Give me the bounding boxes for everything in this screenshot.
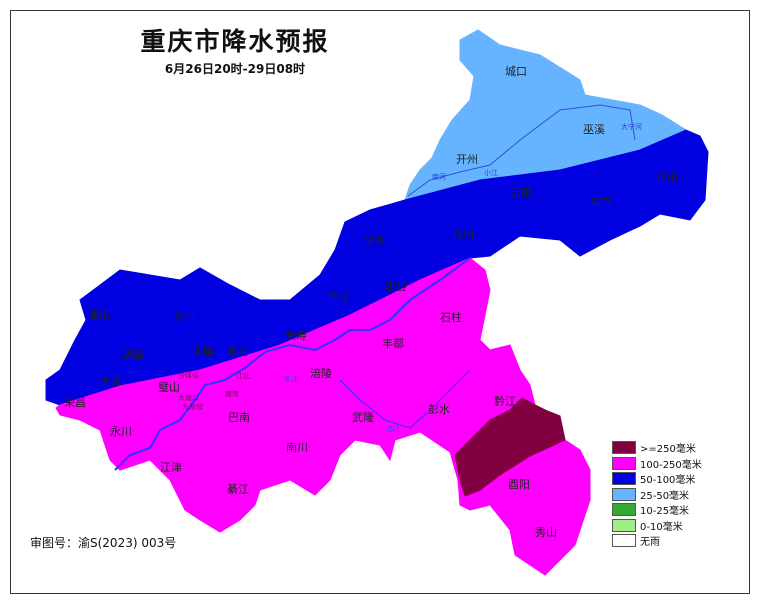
county-label: 城口 xyxy=(505,65,527,78)
river-yangtze xyxy=(114,257,471,471)
district-label: 九龙坡 xyxy=(182,402,203,411)
district-label: 江北 xyxy=(236,372,250,380)
legend-swatch xyxy=(612,503,636,517)
county-label: 南川 xyxy=(286,441,308,454)
county-label: 酉阳 xyxy=(508,478,530,491)
county-label: 武隆 xyxy=(352,410,374,424)
county-label: 梁平 xyxy=(364,233,386,247)
county-label: 石柱 xyxy=(440,310,462,324)
county-label: 潼南 xyxy=(88,308,110,322)
legend-label: 25-50毫米 xyxy=(640,490,690,502)
county-label: 巴南 xyxy=(228,411,250,424)
river-label: 南河 xyxy=(432,172,446,181)
legend-swatch xyxy=(612,472,636,486)
legend-item: 100-250毫米 xyxy=(612,456,702,472)
county-label: 渝北 xyxy=(226,344,248,358)
legend-swatch xyxy=(612,441,636,455)
county-label: 秀山 xyxy=(535,526,557,539)
county-label: 璧山 xyxy=(158,380,180,394)
legend-item: 10-25毫米 xyxy=(612,502,702,518)
legend-label: 50-100毫米 xyxy=(640,475,696,487)
county-label: 合川 xyxy=(173,310,195,324)
map-frame xyxy=(10,10,750,594)
legend-label: 无雨 xyxy=(640,537,660,549)
county-label: 荣昌 xyxy=(64,396,86,409)
district-label: 南岸 xyxy=(225,389,239,398)
county-label: 垫江 xyxy=(328,290,350,304)
county-label: 涪陵 xyxy=(310,366,332,380)
legend-label: >=250毫米 xyxy=(640,444,696,456)
county-label: 忠县 xyxy=(385,280,407,293)
county-label: 巫溪 xyxy=(583,123,605,136)
river-labels: 长江 乌江 南河 小江 大宁河 xyxy=(284,122,642,433)
county-label: 江津 xyxy=(160,461,182,474)
county-label: 开州 xyxy=(456,153,478,166)
audit-number: 审图号：渝S(2023) 003号 xyxy=(30,536,177,550)
river-label: 大宁河 xyxy=(621,122,642,131)
river-label: 小江 xyxy=(484,168,498,177)
legend-item: 50-100毫米 xyxy=(612,471,702,487)
legend-label: 10-25毫米 xyxy=(640,506,690,518)
zone-ge250 xyxy=(454,397,566,497)
county-label: 永川 xyxy=(110,424,132,438)
county-label: 黔江 xyxy=(494,394,516,408)
legend-swatch xyxy=(612,534,636,548)
county-label: 丰都 xyxy=(382,337,404,350)
county-label: 奉节 xyxy=(590,195,612,209)
map-title: 重庆市降水预报 xyxy=(140,27,330,56)
county-label: 綦江 xyxy=(227,483,249,496)
county-label: 大足 xyxy=(100,373,122,387)
river-label: 长江 xyxy=(284,374,298,383)
legend-item: 无雨 xyxy=(612,533,702,549)
district-label: 大渡口 xyxy=(178,393,199,402)
legend-item: >=250毫米 xyxy=(612,440,702,456)
legend-label: 100-250毫米 xyxy=(640,459,702,471)
legend-item: 25-50毫米 xyxy=(612,487,702,503)
river-wujiang xyxy=(339,369,471,429)
county-labels: 城口 巫溪 开州 巫山 云阳 奉节 梁平 万州 垫江 忠县 潼南 合川 铜梁 北… xyxy=(64,65,678,539)
river-label: 乌江 xyxy=(386,424,400,433)
county-label: 长寿 xyxy=(285,328,307,342)
district-labels: 沙坪坝 江北 南岸 大渡口 九龙坡 xyxy=(178,371,250,411)
map-subtitle: 6月26日20时-29日08时 xyxy=(164,62,306,76)
legend: >=250毫米 100-250毫米 50-100毫米 25-50毫米 10-25… xyxy=(612,440,702,549)
county-label: 巫山 xyxy=(656,171,678,184)
county-label: 铜梁 xyxy=(122,348,144,362)
legend-swatch xyxy=(612,456,636,470)
county-label: 彭水 xyxy=(428,402,450,416)
legend-item: 0-10毫米 xyxy=(612,518,702,534)
legend-label: 0-10毫米 xyxy=(640,521,683,533)
legend-swatch xyxy=(612,518,636,532)
legend-swatch xyxy=(612,487,636,501)
county-label: 云阳 xyxy=(510,186,532,199)
county-label: 万州 xyxy=(452,228,474,241)
river-north xyxy=(407,104,636,197)
county-label: 北碚 xyxy=(192,344,214,358)
district-label: 沙坪坝 xyxy=(178,371,199,380)
